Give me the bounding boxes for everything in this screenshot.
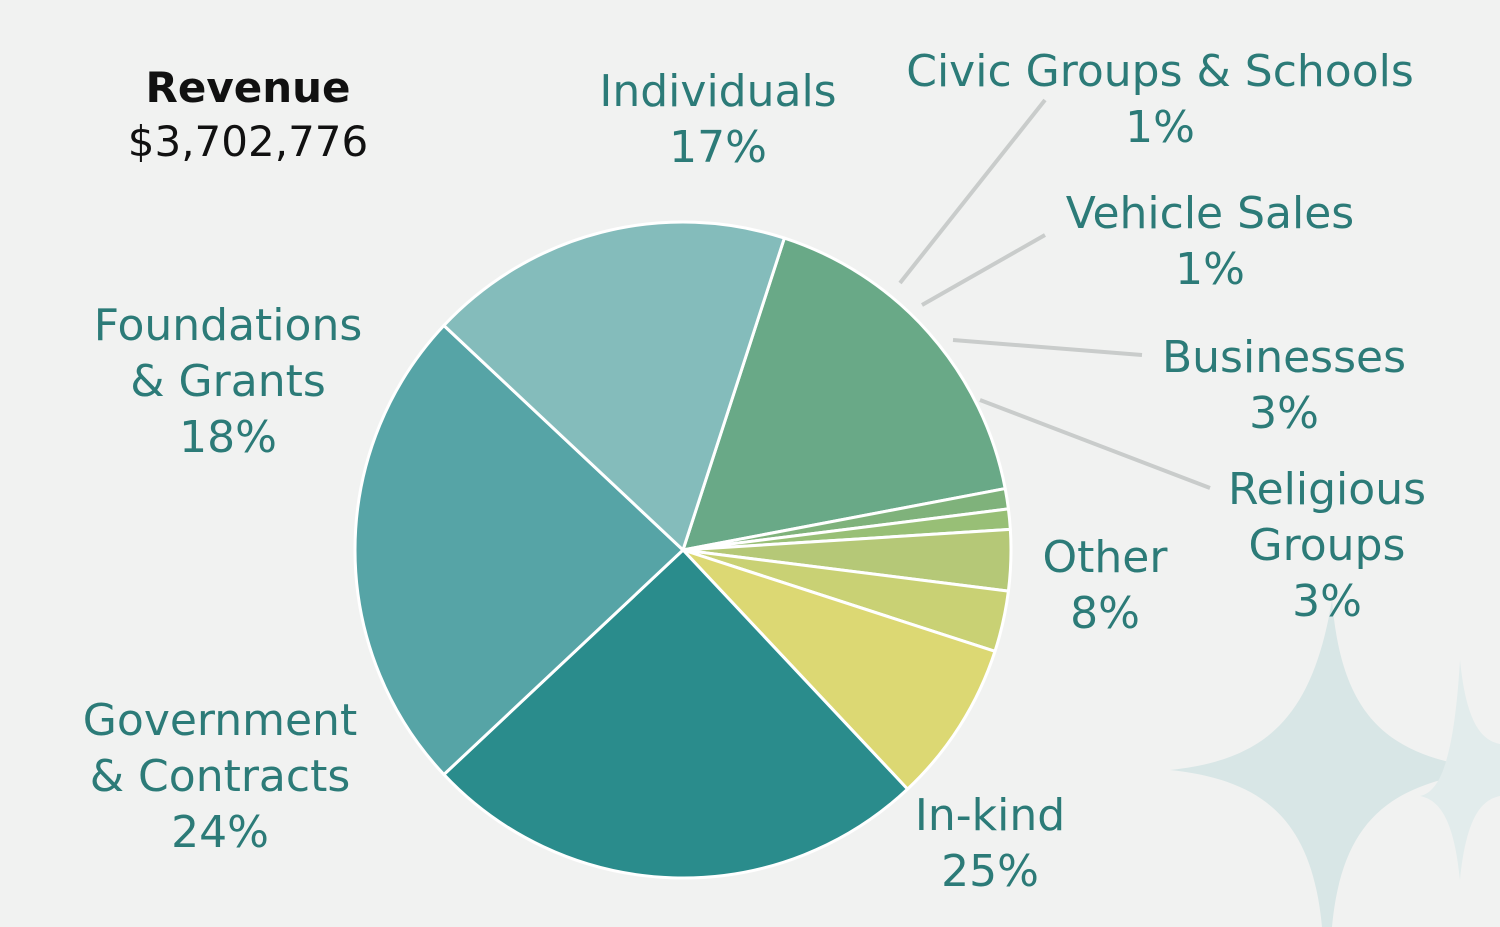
leader-lines	[898, 98, 1211, 490]
pie-slice-foundations	[442, 220, 786, 552]
slice-percent: 1%	[1175, 244, 1245, 295]
slice-percent: 3%	[1292, 576, 1362, 627]
slice-label-foundations: Foundations & Grants 18%	[94, 298, 363, 466]
sparkle-decoration-small	[1420, 660, 1500, 880]
slice-percent: 18%	[179, 412, 277, 463]
slice-label-civic: Civic Groups & Schools 1%	[906, 44, 1414, 156]
slice-label-inkind: In-kind 25%	[915, 788, 1065, 900]
slice-percent: 25%	[941, 846, 1039, 897]
slice-label-other: Other 8%	[1043, 530, 1168, 642]
leader-line-religious	[979, 398, 1211, 490]
slice-percent: 3%	[1249, 388, 1319, 439]
leader-line-vehicle	[921, 233, 1046, 307]
slice-label-individuals: Individuals 17%	[599, 64, 836, 176]
pie-slice-individuals	[681, 236, 1007, 552]
slice-label-text: & Contracts	[89, 751, 351, 802]
slice-label-text: Other	[1042, 532, 1168, 583]
leader-line-civic	[898, 98, 1047, 285]
slice-label-vehicle: Vehicle Sales 1%	[1066, 186, 1354, 298]
revenue-title: Revenue	[145, 63, 351, 112]
revenue-summary: Revenue $3,702,776	[128, 62, 368, 170]
pie-slice-inkind	[442, 548, 910, 880]
slice-label-businesses: Businesses 3%	[1162, 330, 1406, 442]
slice-label-text: Individuals	[599, 66, 837, 117]
slice-label-text: & Grants	[130, 356, 326, 407]
slice-percent: 17%	[669, 122, 767, 173]
pie-slice-other	[681, 548, 997, 791]
slice-percent: 8%	[1070, 588, 1140, 639]
slice-label-religious: Religious Groups 3%	[1228, 462, 1426, 630]
slice-label-text: Businesses	[1161, 332, 1407, 383]
slice-label-text: Civic Groups & Schools	[906, 46, 1414, 97]
leader-line-businesses	[952, 338, 1143, 357]
slice-label-government: Government & Contracts 24%	[83, 693, 357, 861]
revenue-total: $3,702,776	[127, 117, 369, 166]
slice-percent: 1%	[1125, 102, 1195, 153]
slice-label-text: In-kind	[914, 790, 1066, 841]
slice-label-text: Religious	[1228, 464, 1426, 515]
slice-label-text: Foundations	[93, 300, 363, 351]
sparkle-decoration	[1170, 600, 1500, 927]
pie-slice-government	[353, 323, 685, 777]
slice-label-text: Vehicle Sales	[1065, 188, 1355, 239]
slice-percent: 24%	[171, 807, 269, 858]
slice-label-text: Government	[82, 695, 358, 746]
pie-slices	[353, 220, 1013, 880]
slice-label-text: Groups	[1248, 520, 1406, 571]
